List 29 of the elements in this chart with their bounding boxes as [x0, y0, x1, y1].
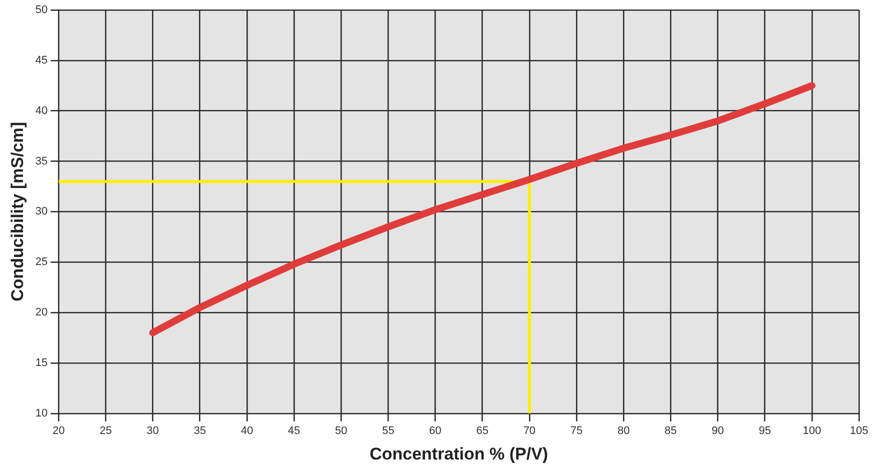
x-tick-label: 50: [334, 425, 348, 438]
x-tick-label: 65: [476, 425, 488, 438]
x-tick-label: 20: [52, 425, 65, 438]
x-tick-label: 75: [570, 425, 583, 438]
x-tick-label: 80: [617, 425, 630, 438]
y-tick-label: 35: [35, 155, 48, 168]
x-tick-label: 45: [288, 425, 300, 438]
x-tick-label: 40: [240, 425, 254, 438]
y-tick-label: 45: [35, 54, 48, 66]
y-axis-title: Conducibility [mS/cm]: [8, 122, 27, 302]
x-tick-label: 85: [664, 425, 677, 438]
y-tick-label: 30: [35, 206, 48, 218]
y-tick-label: 10: [35, 407, 48, 420]
y-tick-label: 40: [35, 104, 48, 117]
x-tick-label: 30: [146, 425, 159, 438]
x-tick-label: 90: [712, 425, 724, 438]
y-tick-label: 20: [35, 306, 48, 319]
y-tick-label: 25: [35, 256, 48, 268]
y-tick-label: 50: [35, 4, 48, 16]
x-tick-label: 25: [100, 425, 112, 438]
x-tick-label: 105: [850, 425, 868, 438]
x-tick-label: 55: [382, 425, 394, 438]
x-tick-label: 100: [802, 425, 822, 438]
x-tick-label: 35: [194, 425, 206, 438]
y-tick-label: 15: [35, 357, 48, 370]
x-tick-label: 60: [429, 425, 442, 438]
x-axis-title: Concentration % (P/V): [370, 444, 548, 464]
x-tick-label: 95: [758, 425, 771, 438]
x-tick-label: 70: [523, 425, 536, 438]
